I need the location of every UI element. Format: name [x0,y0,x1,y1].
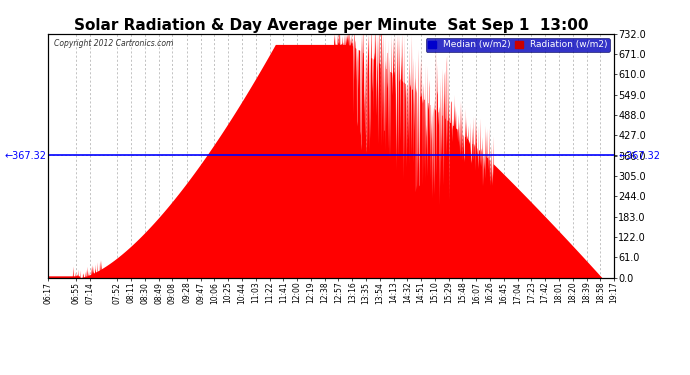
Title: Solar Radiation & Day Average per Minute  Sat Sep 1  13:00: Solar Radiation & Day Average per Minute… [74,18,589,33]
Legend: Median (w/m2), Radiation (w/m2): Median (w/m2), Radiation (w/m2) [426,38,610,52]
Text: Copyright 2012 Cartronics.com: Copyright 2012 Cartronics.com [54,39,173,48]
